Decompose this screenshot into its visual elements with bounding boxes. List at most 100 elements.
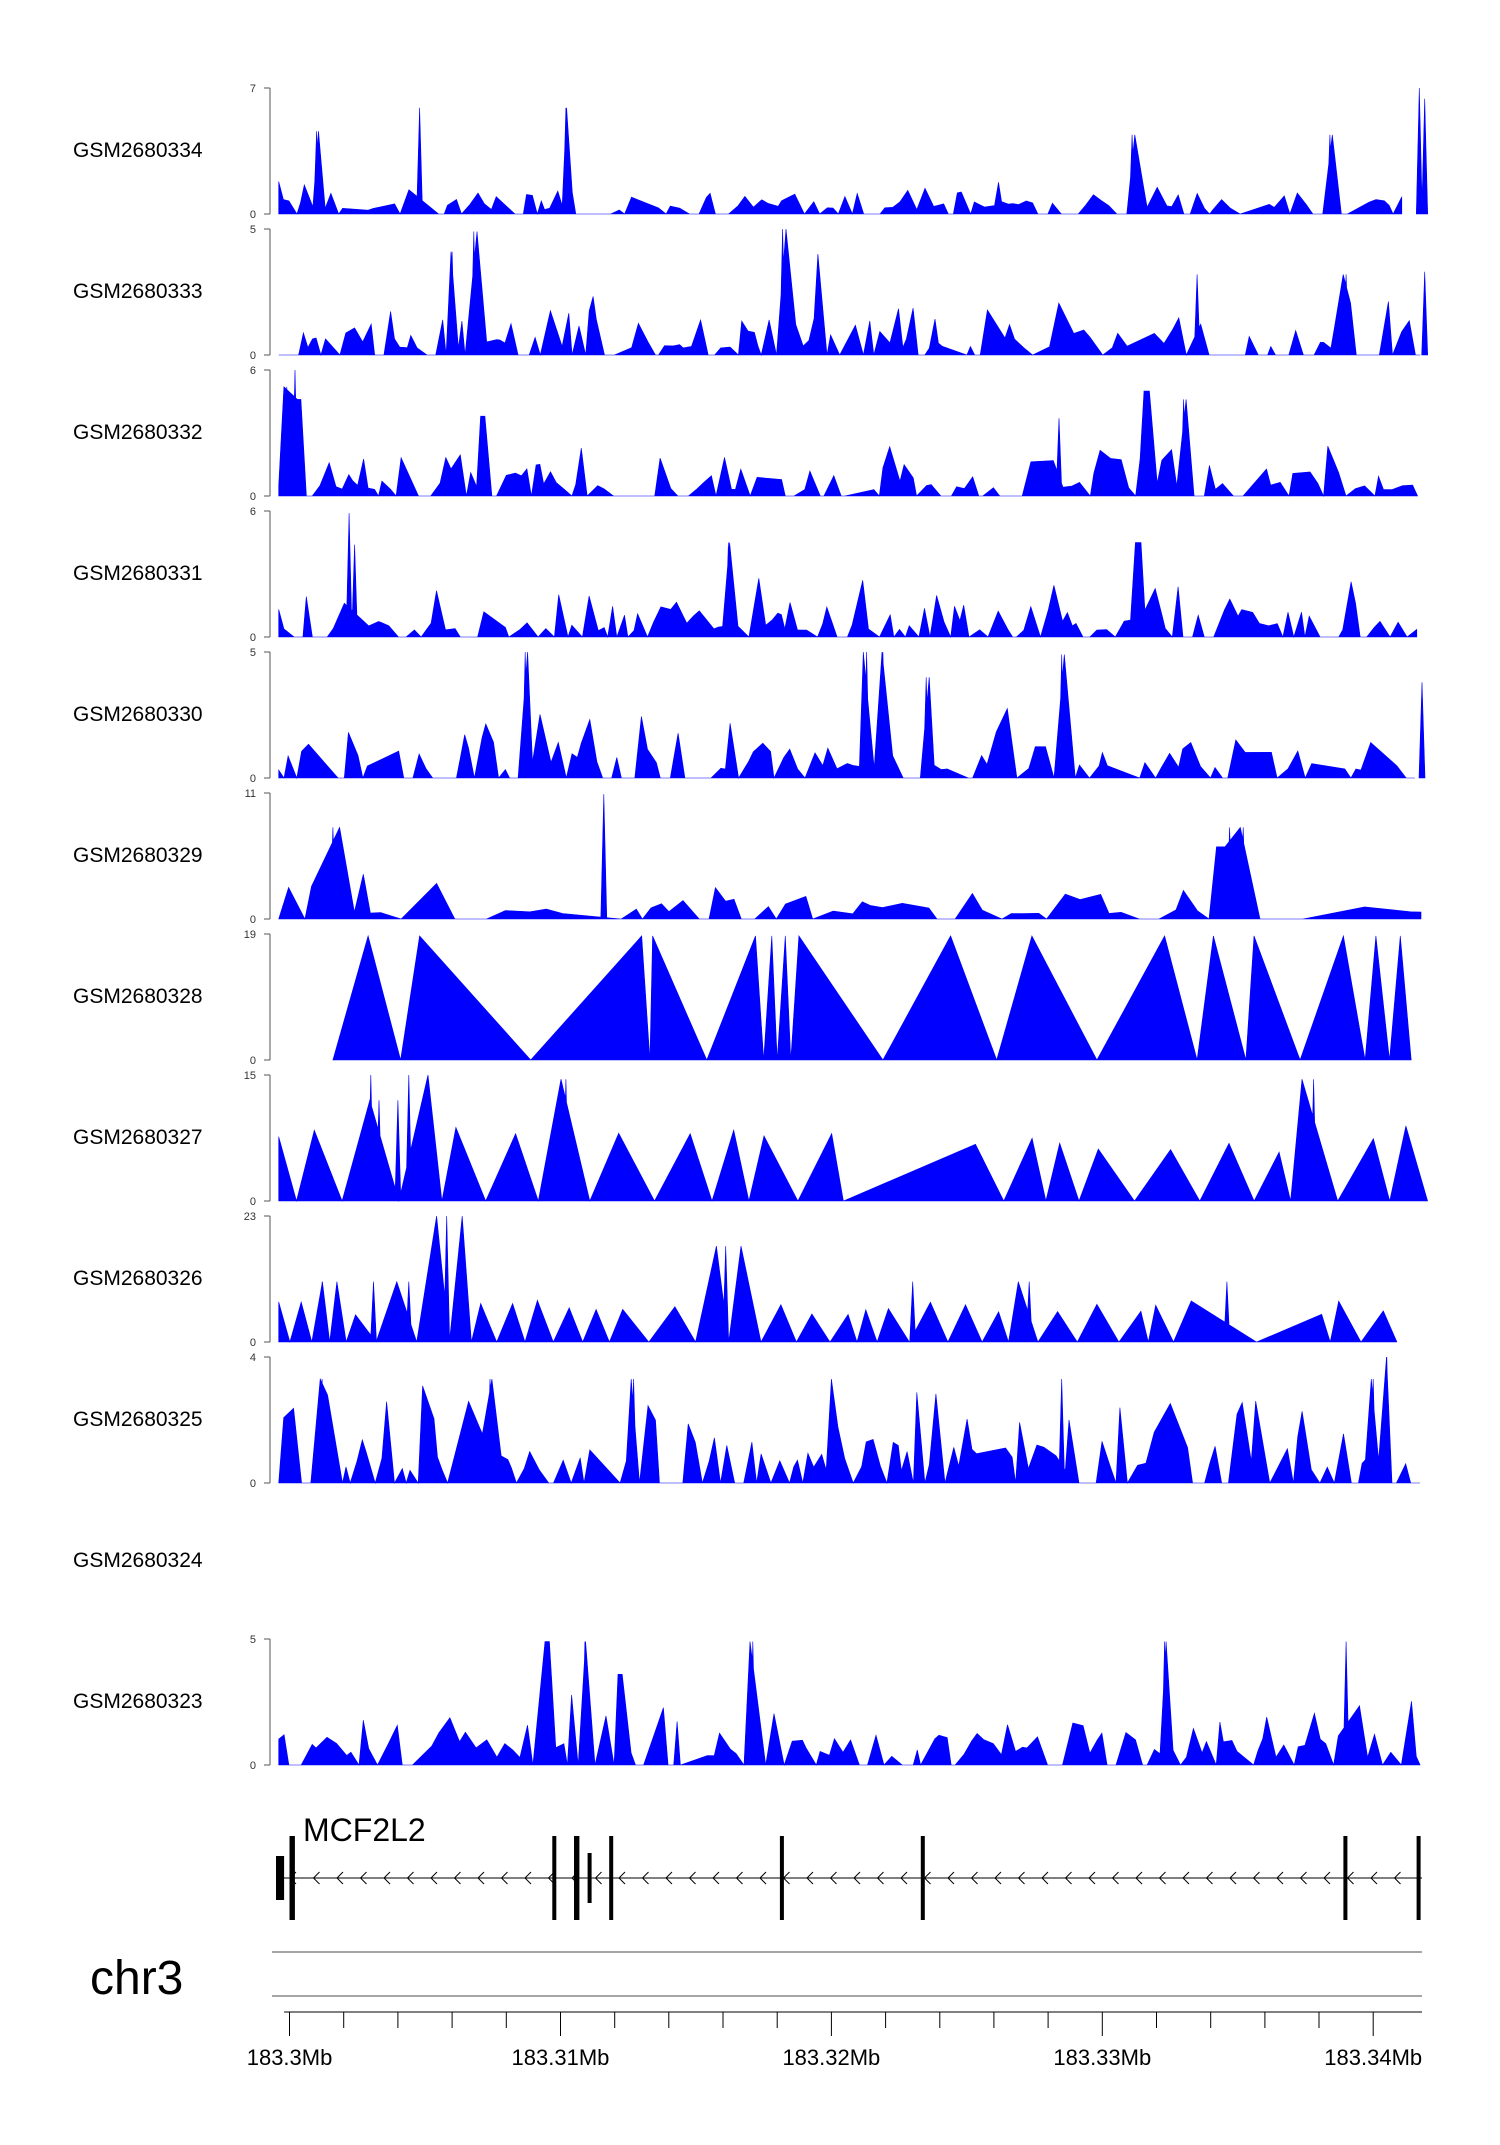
coverage-area-GSM2680329 (278, 794, 1422, 920)
x-tick-label: 183.32Mb (782, 2045, 881, 2070)
y-tick-label-min-GSM2680323: 0 (250, 1760, 256, 1772)
strand-arrow (735, 1871, 743, 1885)
y-tick-label-min-GSM2680331: 0 (250, 632, 256, 644)
chromosome-label: chr3 (90, 1952, 184, 2005)
track-label-GSM2680325: GSM2680325 (73, 1408, 203, 1431)
strand-arrow (1370, 1871, 1378, 1885)
strand-arrow (688, 1871, 696, 1885)
y-tick-label-max-GSM2680328: 19 (244, 929, 256, 941)
gene-exon (1416, 1836, 1421, 1920)
y-tick-label-min-GSM2680328: 0 (250, 1055, 256, 1067)
strand-arrow (618, 1871, 626, 1885)
track-label-GSM2680324: GSM2680324 (73, 1549, 203, 1572)
strand-arrow (1393, 1871, 1401, 1885)
y-tick-label-min-GSM2680330: 0 (250, 773, 256, 785)
strand-arrow (1182, 1871, 1190, 1885)
y-tick-label-min-GSM2680333: 0 (250, 350, 256, 362)
y-tick-label-min-GSM2680332: 0 (250, 491, 256, 503)
strand-arrow (500, 1871, 508, 1885)
strand-arrow (406, 1871, 414, 1885)
gene-exon (276, 1856, 285, 1900)
strand-arrow (1064, 1871, 1072, 1885)
coverage-area-GSM2680328 (332, 934, 1412, 1061)
x-tick-label: 183.31Mb (511, 2045, 610, 2070)
strand-arrow (430, 1871, 438, 1885)
strand-arrow (1041, 1871, 1049, 1885)
strand-arrow (947, 1871, 955, 1885)
y-tick-label-max-GSM2680334: 7 (250, 83, 256, 95)
strand-arrow (853, 1871, 861, 1885)
gene-exon (1343, 1836, 1348, 1920)
gene-exon (920, 1836, 925, 1920)
strand-arrow (829, 1871, 837, 1885)
y-tick-label-max-GSM2680330: 5 (250, 647, 256, 659)
y-tick-label-min-GSM2680329: 0 (250, 914, 256, 926)
track-label-GSM2680330: GSM2680330 (73, 703, 203, 726)
strand-arrow (1299, 1871, 1307, 1885)
y-tick-label-min-GSM2680334: 0 (250, 209, 256, 221)
strand-arrow (359, 1871, 367, 1885)
coverage-area-GSM2680326 (278, 1215, 1398, 1344)
strand-arrow (1323, 1871, 1331, 1885)
y-tick-label-max-GSM2680323: 5 (250, 1634, 256, 1646)
track-label-GSM2680328: GSM2680328 (73, 985, 203, 1008)
gene-exon (289, 1836, 295, 1920)
track-label-GSM2680332: GSM2680332 (73, 421, 203, 444)
strand-arrow (1135, 1871, 1143, 1885)
coverage-area-GSM2680332 (278, 369, 1419, 498)
strand-arrow (900, 1871, 908, 1885)
strand-arrow (594, 1871, 602, 1885)
gene-exon (552, 1836, 557, 1920)
strand-arrow (759, 1871, 767, 1885)
strand-arrow (876, 1871, 884, 1885)
track-label-GSM2680329: GSM2680329 (73, 844, 203, 867)
y-tick-label-max-GSM2680325: 4 (250, 1352, 256, 1364)
y-tick-label-max-GSM2680332: 6 (250, 365, 256, 377)
gene-name-label: MCF2L2 (303, 1812, 426, 1848)
coverage-area-GSM2680331 (278, 513, 1418, 639)
y-tick-label-min-GSM2680325: 0 (250, 1478, 256, 1490)
strand-arrow (477, 1871, 485, 1885)
gene-exon (587, 1853, 592, 1903)
track-label-GSM2680331: GSM2680331 (73, 562, 203, 585)
y-tick-label-max-GSM2680329: 11 (245, 788, 256, 800)
strand-arrow (383, 1871, 391, 1885)
y-tick-label-max-GSM2680331: 6 (250, 506, 256, 518)
strand-arrow (1017, 1871, 1025, 1885)
track-label-GSM2680327: GSM2680327 (73, 1126, 203, 1149)
strand-arrow (1158, 1871, 1166, 1885)
strand-arrow (970, 1871, 978, 1885)
coverage-area-GSM2680330 (278, 651, 1426, 780)
track-label-GSM2680323: GSM2680323 (73, 1690, 203, 1713)
strand-arrow (806, 1871, 814, 1885)
y-tick-label-min-GSM2680326: 0 (250, 1337, 256, 1349)
strand-arrow (1111, 1871, 1119, 1885)
track-label-GSM2680326: GSM2680326 (73, 1267, 203, 1290)
x-tick-label: 183.3Mb (246, 2045, 333, 2070)
track-label-GSM2680334: GSM2680334 (73, 139, 203, 162)
strand-arrow (994, 1871, 1002, 1885)
gene-exon (574, 1836, 580, 1920)
coverage-area-GSM2680333 (278, 228, 1429, 357)
gene-exon (609, 1836, 614, 1920)
track-label-GSM2680333: GSM2680333 (73, 280, 203, 303)
strand-arrow (1276, 1871, 1284, 1885)
y-tick-label-max-GSM2680333: 5 (250, 224, 256, 236)
strand-arrow (1346, 1871, 1354, 1885)
coverage-area-GSM2680323 (278, 1641, 1421, 1767)
strand-arrow (1229, 1871, 1237, 1885)
strand-arrow (453, 1871, 461, 1885)
strand-arrow (1088, 1871, 1096, 1885)
y-tick-label-max-GSM2680326: 23 (244, 1211, 256, 1223)
coverage-area-GSM2680327 (278, 1074, 1428, 1203)
strand-arrow (665, 1871, 673, 1885)
strand-arrow (1252, 1871, 1260, 1885)
y-tick-label-min-GSM2680327: 0 (250, 1196, 256, 1208)
x-tick-label: 183.34Mb (1324, 2045, 1423, 2070)
strand-arrow (312, 1871, 320, 1885)
strand-arrow (336, 1871, 344, 1885)
strand-arrow (641, 1871, 649, 1885)
strand-arrow (524, 1871, 532, 1885)
